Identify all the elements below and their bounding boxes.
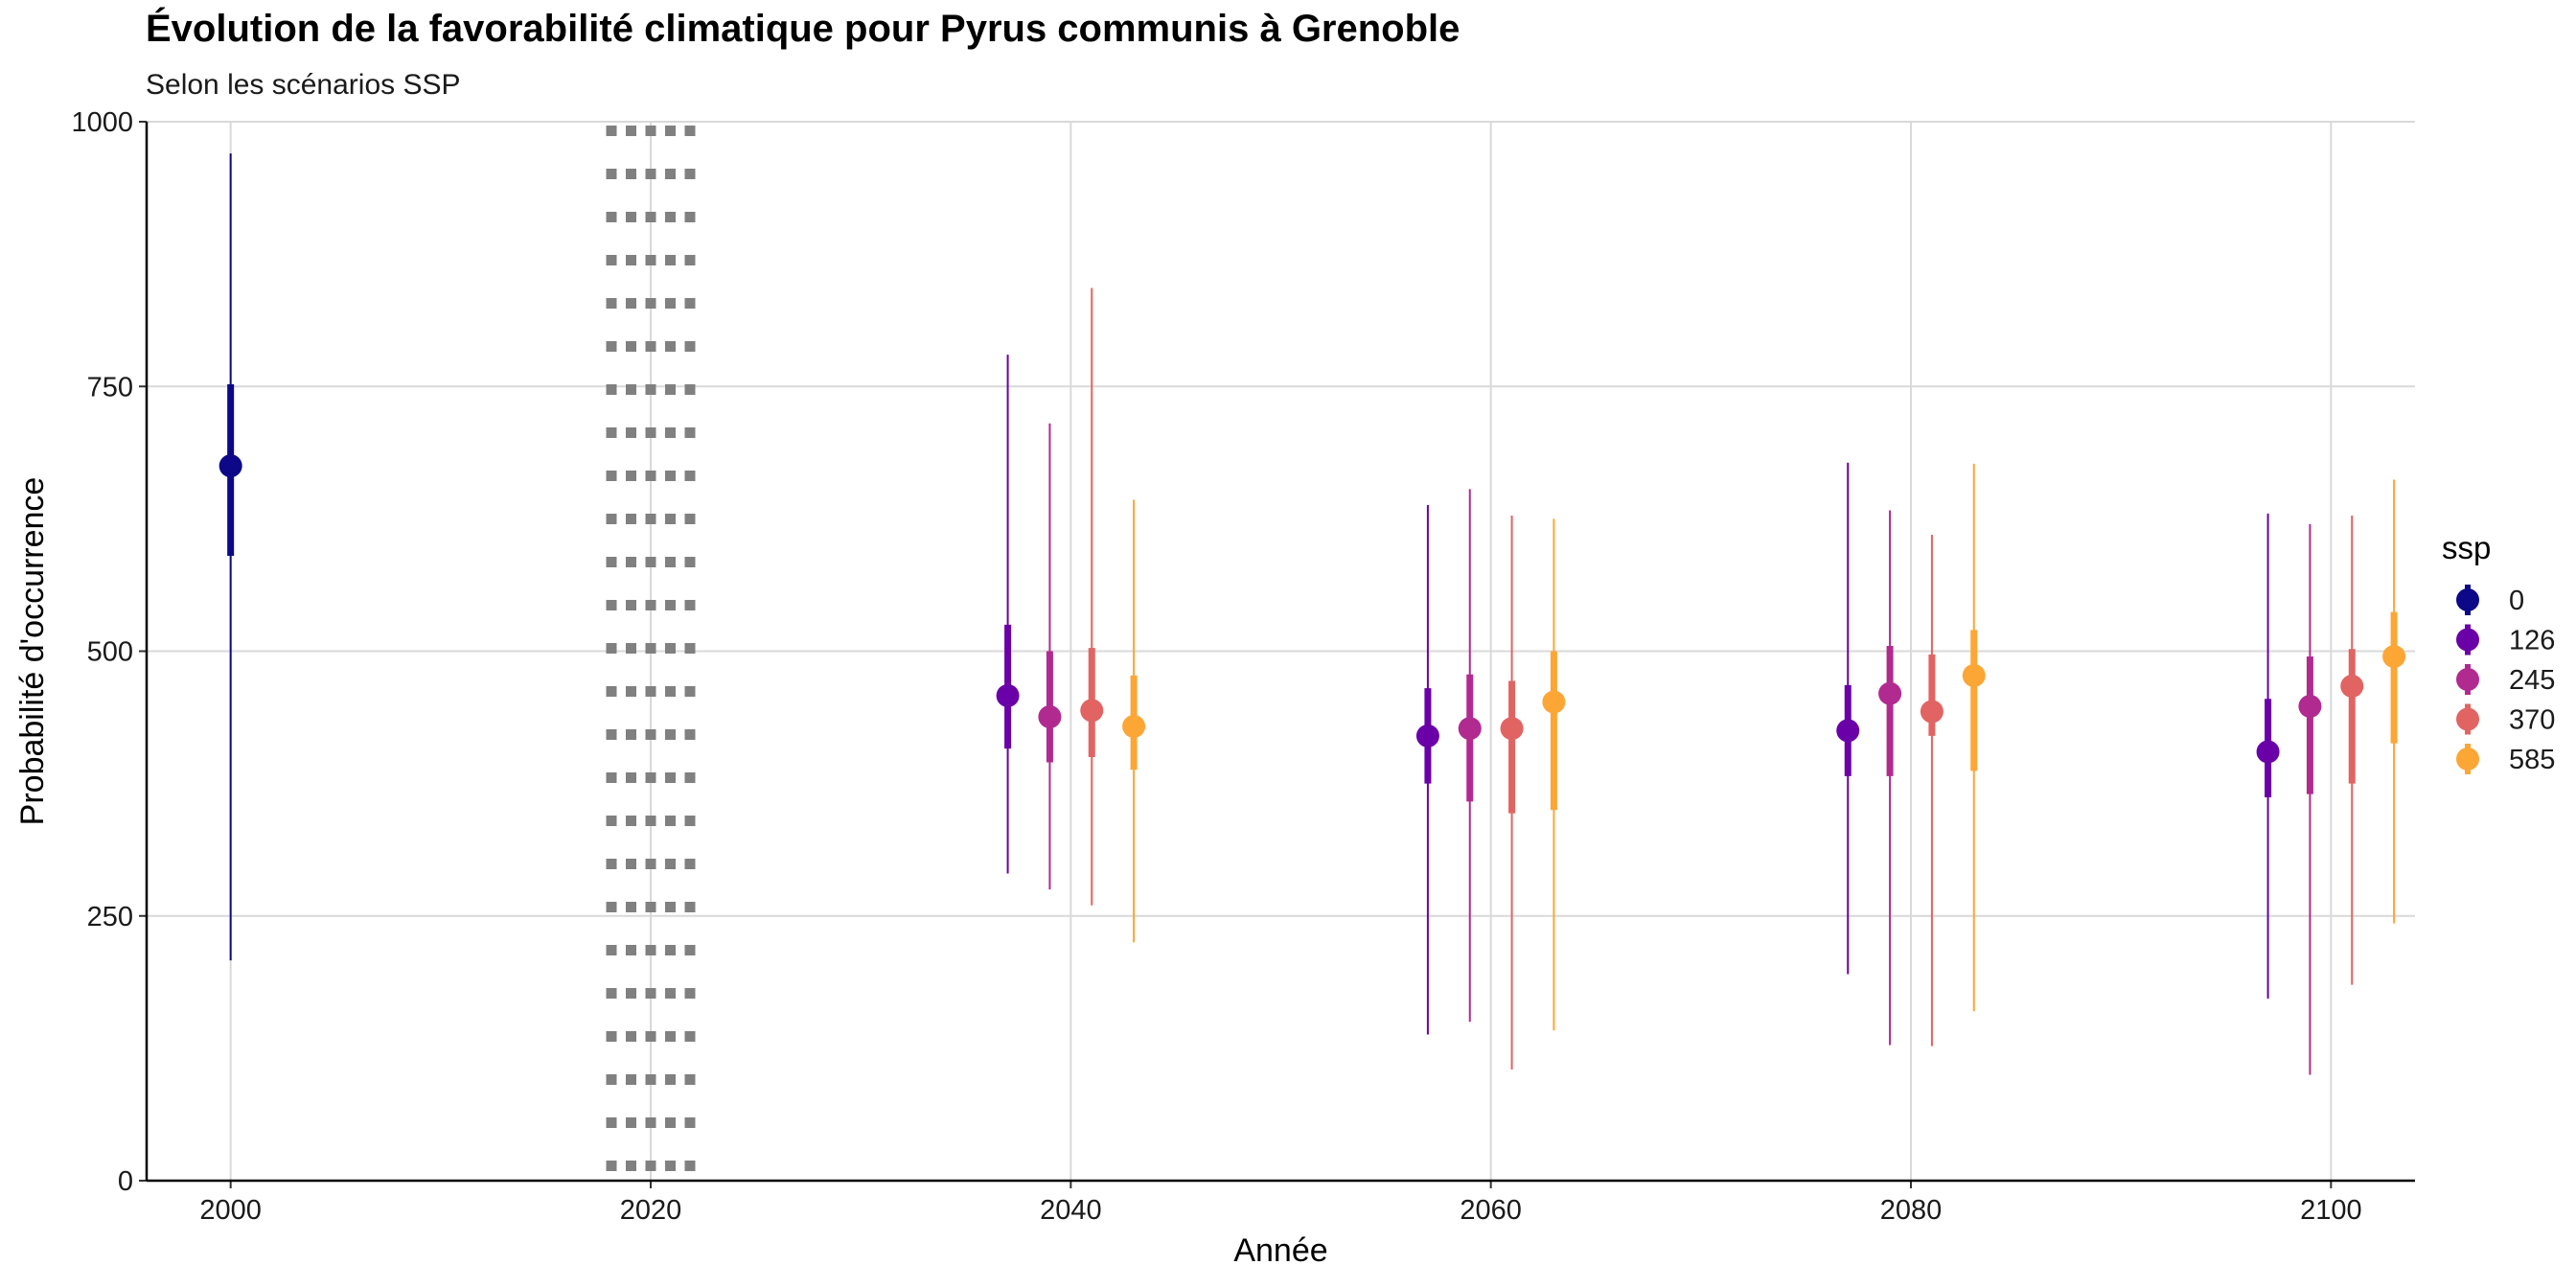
x-axis-title: Année (1233, 1232, 1327, 1269)
data-point (1920, 700, 1944, 724)
legend: ssp 0 126 245 370 585 (2442, 530, 2555, 775)
legend-label: 245 (2509, 665, 2555, 696)
data-point (2382, 645, 2406, 669)
legend-title: ssp (2442, 530, 2491, 565)
data-point (1836, 719, 1860, 743)
y-tick-label: 500 (87, 637, 133, 668)
data-point (2256, 740, 2280, 764)
data-point (218, 454, 242, 478)
data-marks (218, 153, 2406, 1075)
x-tick-label: 2080 (1880, 1195, 1943, 1226)
grid-lines (147, 121, 2415, 1181)
y-tick-label: 1000 (71, 107, 133, 138)
x-tick-label: 2060 (1460, 1195, 1522, 1226)
chart-subtitle: Selon les scénarios SSP (146, 69, 461, 101)
chart-title: Évolution de la favorabilité climatique … (146, 8, 1460, 50)
x-tick-label: 2020 (620, 1195, 682, 1226)
data-point (996, 683, 1020, 707)
legend-label: 126 (2509, 626, 2555, 656)
data-point (1878, 681, 1902, 705)
y-axis-title: Probabilité d'occurrence (14, 477, 51, 826)
reference-line-group (606, 126, 696, 1181)
legend-key-point (2456, 668, 2479, 691)
y-tick-label: 250 (87, 902, 133, 932)
legend-label: 0 (2509, 586, 2524, 616)
data-point (1038, 705, 1062, 729)
axes: 0 250 500 750 1000 2000 2020 2040 2060 2080 2100 (71, 107, 2415, 1226)
data-point (1415, 724, 1439, 748)
legend-key-point (2456, 707, 2479, 731)
data-point (2340, 674, 2364, 698)
legend-key-point (2456, 628, 2479, 652)
legend-label: 370 (2509, 705, 2555, 736)
data-point (1962, 663, 1986, 687)
data-point (1542, 690, 1566, 714)
legend-key-point (2456, 748, 2479, 770)
x-tick-label: 2040 (1040, 1195, 1102, 1226)
legend-key-point (2456, 588, 2479, 611)
data-point (1458, 717, 1482, 741)
data-point (1500, 717, 1524, 741)
data-point (2298, 694, 2322, 718)
data-point (1122, 714, 1146, 738)
legend-label: 585 (2509, 745, 2555, 775)
x-tick-label: 2000 (199, 1195, 262, 1226)
y-tick-label: 750 (87, 372, 133, 402)
data-point (1080, 699, 1104, 723)
y-tick-label: 0 (118, 1166, 133, 1197)
x-tick-label: 2100 (2300, 1195, 2362, 1226)
